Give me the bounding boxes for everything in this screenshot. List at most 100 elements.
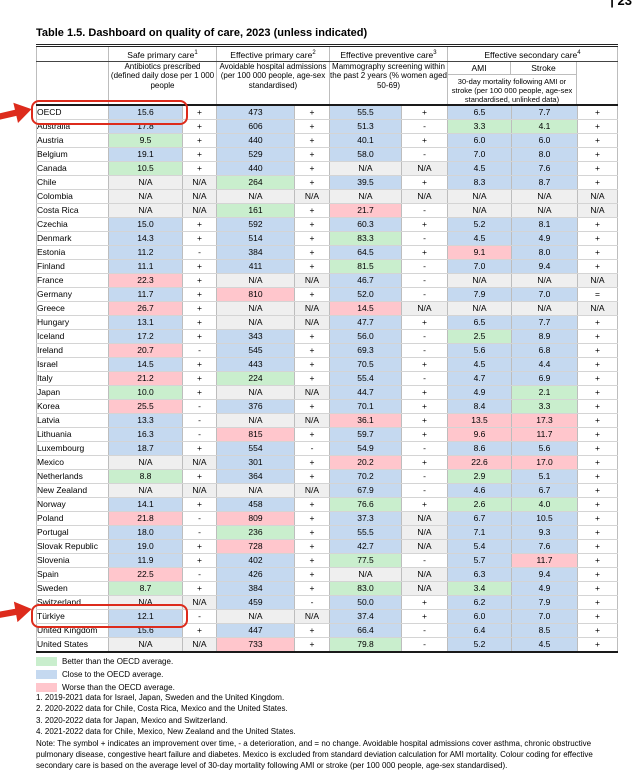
secondary-trend: + [577,259,618,274]
antibiotics-trend: - [182,511,217,526]
mammography-trend: N/A [401,539,448,554]
country-label: Slovenia [36,553,109,568]
secondary-trend: + [577,119,618,134]
country-label: Japan [36,385,109,400]
country-label: United Kingdom [36,623,109,638]
antibiotics-trend: + [182,581,217,596]
country-label: Germany [36,287,109,302]
admissions-value: 810 [216,287,295,302]
table-row: Czechia 15.0 +592 +60.3 +5.2 8.1 + [36,217,618,232]
antibiotics-value: N/A [108,203,183,218]
admissions-trend: + [294,133,330,148]
legend-item-better: Better than the OECD average. [36,655,175,668]
secondary-trend: + [577,511,618,526]
country-label: Poland [36,511,109,526]
secondary-trend: + [577,245,618,260]
admissions-trend: + [294,567,330,582]
table-row: Japan 10.0 + N/A N/A 44.7 +4.9 2.1 + [36,385,618,400]
mammography-value: 60.3 [329,217,402,232]
mammography-value: 47.7 [329,315,402,330]
mammography-value: 79.8 [329,637,402,653]
admissions-value: 376 [216,399,295,414]
stroke-value: 5.1 [511,469,578,484]
ami-value: 2.9 [447,469,512,484]
antibiotics-value: 21.2 [108,371,183,386]
stroke-value: N/A [511,273,578,288]
admissions-trend: + [294,623,330,638]
secondary-trend: N/A [577,189,618,204]
ami-value: 6.4 [447,623,512,638]
ami-value: 5.4 [447,539,512,554]
mammography-trend: - [401,119,448,134]
mammography-trend: N/A [401,525,448,540]
antibiotics-value: 11.7 [108,287,183,302]
secondary-trend: + [577,315,618,330]
mammography-trend: + [401,245,448,260]
col-header-ami: AMI [448,61,511,75]
stroke-value: N/A [511,189,578,204]
admissions-value: 411 [216,259,295,274]
ami-value: 7.1 [447,525,512,540]
stroke-value: 3.3 [511,399,578,414]
admissions-value: 529 [216,147,295,162]
country-label: New Zealand [36,483,109,498]
ami-value: N/A [447,189,512,204]
mammography-trend: - [401,231,448,246]
ami-value: 3.4 [447,581,512,596]
mammography-trend: - [401,441,448,456]
ami-value: 4.7 [447,371,512,386]
table-row: Belgium 19.1 +529 +58.0-7.0 8.0 + [36,147,618,162]
stroke-value: 4.9 [511,231,578,246]
table-row: New Zealand N/A N/A N/A N/A 67.9-4.6 6.7 + [36,483,618,498]
stroke-value: 8.5 [511,623,578,638]
ami-value: 9.6 [447,427,512,442]
admissions-trend: N/A [294,301,330,316]
country-label: Austria [36,133,109,148]
mammography-trend: + [401,427,448,442]
secondary-trend: + [577,609,618,624]
mammography-trend: - [401,287,448,302]
antibiotics-trend: + [182,273,217,288]
secondary-trend: + [577,525,618,540]
antibiotics-trend: + [182,133,217,148]
mammography-value: 21.7 [329,203,402,218]
mammography-value: 70.5 [329,357,402,372]
admissions-value: N/A [216,385,295,400]
mammography-trend: N/A [401,581,448,596]
stroke-value: 4.1 [511,119,578,134]
table-row: Greece 26.7 + N/A N/A 14.5 N/A N/A N/A N/A [36,301,618,316]
admissions-trend: N/A [294,483,330,498]
ami-value: 4.5 [447,231,512,246]
country-label: France [36,273,109,288]
col-group-effective-primary-care: Effective primary care2 [216,45,330,62]
admissions-trend: N/A [294,189,330,204]
col-desc-admissions: Avoidable hospital admissions (per 100 0… [216,61,330,106]
table-row: Canada 10.5 +440 + N/A N/A 4.5 7.6 + [36,161,618,176]
admissions-trend: + [294,511,330,526]
mammography-value: 55.5 [329,525,402,540]
ami-value: 6.0 [447,609,512,624]
antibiotics-value: 14.5 [108,357,183,372]
admissions-trend: + [294,119,330,134]
antibiotics-value: 11.2 [108,245,183,260]
group-footnote-ref: 1 [194,50,198,56]
secondary-care-subgrid: AMI Stroke 30-day mortality following AM… [448,61,617,104]
antibiotics-trend: + [182,329,217,344]
antibiotics-trend: - [182,343,217,358]
mammography-trend: - [401,637,448,653]
mammography-value: 46.7 [329,273,402,288]
table-row: Türkiye 12.1- N/A N/A 37.4 +6.0 7.0 + [36,609,618,624]
stroke-value: 17.0 [511,455,578,470]
secondary-trend: + [577,469,618,484]
country-label: United States [36,637,109,653]
stroke-value: 9.4 [511,567,578,582]
admissions-trend: + [294,217,330,232]
antibiotics-trend: - [182,245,217,260]
secondary-trend: + [577,371,618,386]
antibiotics-value: 16.3 [108,427,183,442]
country-label: Belgium [36,147,109,162]
mammography-value: 52.0 [329,287,402,302]
antibiotics-value: 19.0 [108,539,183,554]
antibiotics-trend: - [182,567,217,582]
country-label: Lithuania [36,427,109,442]
